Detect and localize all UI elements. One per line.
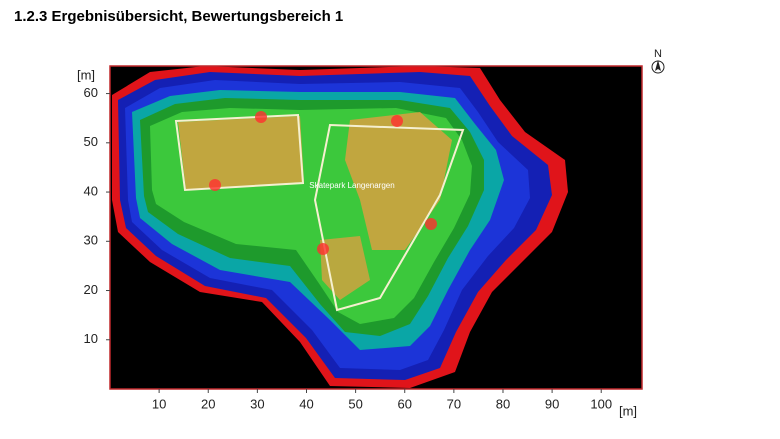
x-tick-label: 80 [496,396,510,411]
y-tick-label: 30 [84,233,98,248]
contour-orange-right [345,112,452,250]
x-tick-label: 10 [152,396,166,411]
source-point [317,243,329,255]
x-tick-label: 20 [201,396,215,411]
x-tick-label: 100 [590,396,612,411]
north-needle [655,60,661,71]
y-axis-label: [m] [77,67,95,82]
source-point [209,179,221,191]
x-tick-label: 90 [545,396,559,411]
source-point [391,115,403,127]
y-tick-label: 10 [84,331,98,346]
section-heading: 1.2.3 Ergebnisübersicht, Bewertungsberei… [14,8,343,25]
north-arrow: N [651,48,665,74]
noise-map: Skatepark Langenargen [109,65,643,390]
y-tick-label: 20 [84,282,98,297]
north-label: N [654,48,662,60]
y-tick-label: 60 [84,85,98,100]
x-axis-label: [m] [619,403,637,418]
y-tick-label: 50 [84,134,98,149]
y-tick-label: 40 [84,183,98,198]
x-tick-label: 50 [348,396,362,411]
contour-orange-left [178,116,304,190]
source-point [255,111,267,123]
x-tick-label: 40 [299,396,313,411]
area-outline-right [313,123,465,312]
map-annotation: Skatepark Langenargen [309,181,394,190]
plot-frame [109,65,643,390]
x-tick-label: 60 [398,396,412,411]
source-point [425,218,437,230]
x-tick-label: 30 [250,396,264,411]
x-tick-label: 70 [447,396,461,411]
